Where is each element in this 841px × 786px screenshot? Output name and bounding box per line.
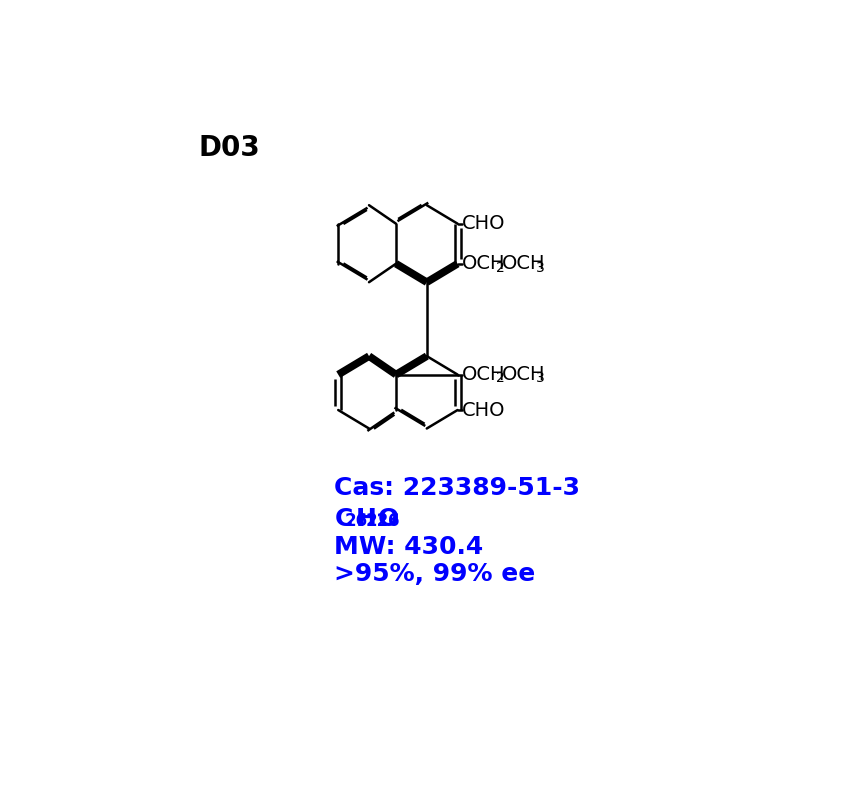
Text: OCH: OCH bbox=[463, 254, 505, 274]
Text: H: H bbox=[356, 507, 377, 531]
Text: OCH: OCH bbox=[463, 365, 505, 384]
Text: 26: 26 bbox=[344, 512, 368, 530]
Text: OCH: OCH bbox=[502, 365, 546, 384]
Text: D03: D03 bbox=[198, 134, 260, 163]
Text: Cas: 223389-51-3: Cas: 223389-51-3 bbox=[335, 476, 580, 500]
Text: 3: 3 bbox=[536, 261, 545, 274]
Text: 22: 22 bbox=[366, 512, 389, 530]
Text: 2: 2 bbox=[496, 372, 505, 385]
Text: 6: 6 bbox=[388, 512, 399, 530]
Text: OCH: OCH bbox=[502, 254, 546, 274]
Text: 2: 2 bbox=[496, 261, 505, 274]
Text: O: O bbox=[378, 507, 399, 531]
Text: 3: 3 bbox=[536, 372, 545, 385]
Text: MW: 430.4: MW: 430.4 bbox=[335, 534, 484, 559]
Text: CHO: CHO bbox=[463, 401, 505, 420]
Text: >95%, 99% ee: >95%, 99% ee bbox=[335, 563, 536, 586]
Text: CHO: CHO bbox=[463, 214, 505, 233]
Text: C: C bbox=[335, 507, 352, 531]
